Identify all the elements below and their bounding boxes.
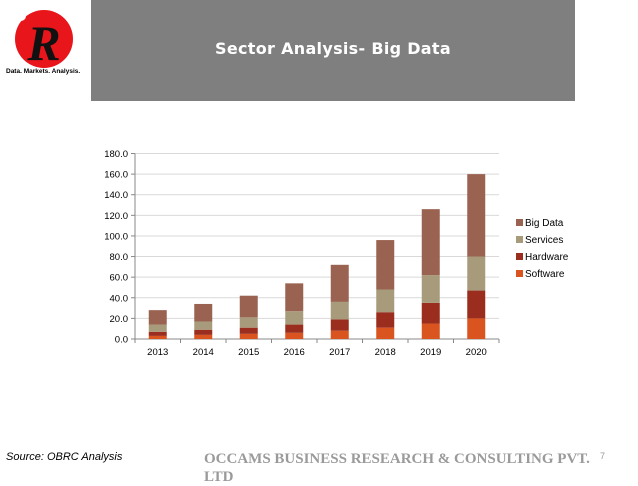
x-tick-label: 2019 [420,347,441,358]
bar-services [330,301,349,320]
bar-hardware [330,319,349,331]
y-tick-label: 0.0 [115,335,128,346]
bar-hardware [194,329,213,335]
x-tick-label: 2018 [375,347,396,358]
bar-hardware [467,290,486,319]
bar-software [421,323,440,339]
bar-hardware [148,331,167,336]
logo-letter: R [26,15,60,68]
bar-software [239,333,258,339]
x-tick-label: 2015 [238,347,259,358]
bar-big-data [148,310,167,325]
slide-title: Sector Analysis- Big Data [215,39,451,58]
bar-big-data [421,209,440,276]
bar-services [285,311,304,325]
bar-big-data [467,174,486,257]
logo-tagline: Data. Markets. Analysis. [6,68,81,75]
bar-big-data [285,283,304,312]
bar-hardware [285,324,304,333]
logo-mark: R [15,10,73,71]
y-tick-label: 160.0 [104,170,128,181]
legend-label: Hardware [525,252,569,263]
bar-services [194,321,213,330]
y-tick-label: 80.0 [110,252,129,263]
y-tick-label: 60.0 [110,273,129,284]
legend-swatch [516,219,523,226]
bar-hardware [239,327,258,334]
y-tick-label: 40.0 [110,293,129,304]
bar-software [285,332,304,339]
legend-swatch [516,236,523,243]
x-tick-label: 2016 [284,347,305,358]
bar-hardware [421,302,440,324]
legend-label: Services [525,235,563,246]
footer-company-name: OCCAMS BUSINESS RESEARCH & CONSULTING PV… [204,451,590,485]
bar-services [467,256,486,291]
bar-software [467,318,486,339]
bar-software [148,335,167,339]
y-tick-label: 120.0 [104,211,128,222]
x-tick-label: 2020 [466,347,487,358]
source-note: Source: OBRC Analysis [6,451,123,463]
y-tick-label: 140.0 [104,190,128,201]
page-number: 7 [600,451,606,461]
bar-services [421,275,440,303]
x-tick-label: 2017 [329,347,350,358]
bar-big-data [376,240,395,290]
legend-swatch [516,270,523,277]
x-tick-label: 2014 [193,347,214,358]
y-tick-label: 180.0 [104,149,128,160]
title-banner: Sector Analysis- Big Data [91,0,575,101]
bar-software [194,334,213,339]
legend-label: Big Data [525,218,564,229]
legend-label: Software [525,269,565,280]
bar-big-data [330,264,349,302]
bar-big-data [194,303,213,322]
bar-big-data [239,295,258,318]
bar-services [239,317,258,328]
bar-software [330,330,349,339]
bar-hardware [376,312,395,328]
company-logo: R Data. Markets. Analysis. [2,2,90,80]
bar-software [376,327,395,339]
x-tick-label: 2013 [147,347,168,358]
legend-swatch [516,253,523,260]
bar-services [376,289,395,313]
bar-services [148,324,167,332]
y-tick-label: 100.0 [104,231,128,242]
y-tick-label: 20.0 [110,314,129,325]
